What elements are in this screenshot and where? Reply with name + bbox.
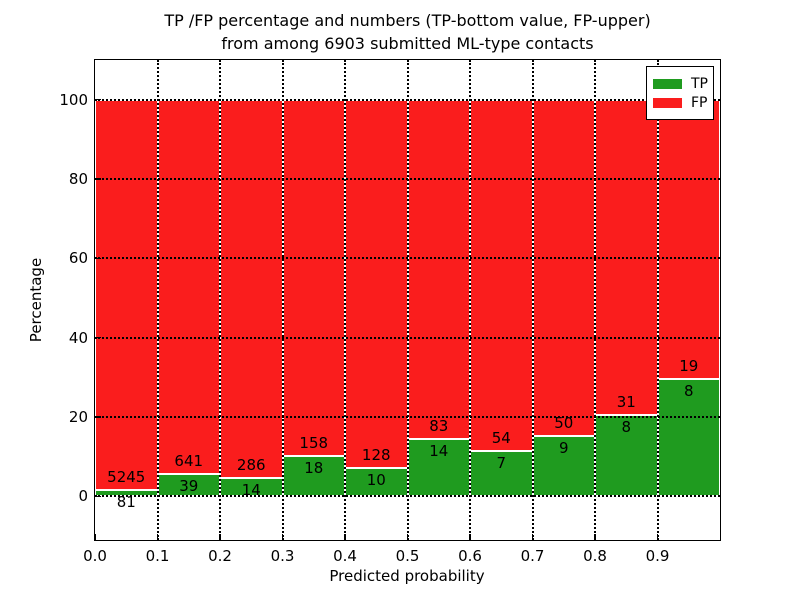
x-tick-label-0: 0.0 bbox=[83, 547, 107, 565]
legend-label-fp: FP bbox=[691, 94, 708, 111]
x-tick-6 bbox=[469, 534, 471, 540]
bar-fp-6 bbox=[470, 99, 533, 451]
bar-label-fp-0: 5245 bbox=[107, 468, 146, 487]
gridline-v-9 bbox=[656, 60, 659, 540]
x-tick-label-7: 0.7 bbox=[520, 547, 545, 565]
gridline-v-3 bbox=[281, 60, 284, 540]
x-tick-4 bbox=[344, 534, 346, 540]
bar-label-fp-1: 641 bbox=[174, 451, 204, 470]
y-tick-label-1: 20 bbox=[68, 408, 88, 427]
x-tick-3 bbox=[281, 534, 284, 540]
bar-label-tp-3: 18 bbox=[304, 458, 324, 477]
legend-item-fp: FP bbox=[653, 94, 708, 111]
bar-label-fp-4: 128 bbox=[361, 445, 391, 464]
y-tick-0 bbox=[95, 495, 101, 498]
bar-label-tp-9: 8 bbox=[683, 381, 694, 400]
bar-label-fp-3: 158 bbox=[299, 433, 329, 452]
legend-swatch-tp bbox=[653, 78, 682, 89]
bar-fp-4 bbox=[345, 99, 408, 468]
gridline-v-1 bbox=[156, 60, 159, 540]
gridline-v-2 bbox=[219, 60, 221, 540]
bar-label-fp-7: 50 bbox=[554, 413, 574, 432]
bar-label-tp-2: 14 bbox=[241, 480, 261, 499]
x-tick-9 bbox=[656, 534, 659, 540]
gridline-v-8 bbox=[594, 60, 596, 540]
legend: TP FP bbox=[646, 66, 714, 120]
bar-fp-5 bbox=[407, 99, 470, 440]
y-tick-5 bbox=[95, 98, 101, 101]
x-tick-label-8: 0.8 bbox=[583, 547, 607, 565]
bar-label-tp-8: 8 bbox=[621, 418, 632, 436]
y-tick-4 bbox=[95, 178, 101, 180]
bar-label-tp-5: 14 bbox=[429, 442, 449, 461]
bar-fp-0 bbox=[95, 99, 158, 491]
legend-item-tp: TP bbox=[653, 75, 708, 92]
chart-title-line1: TP /FP percentage and numbers (TP-bottom… bbox=[164, 11, 651, 30]
bar-label-fp-6: 54 bbox=[491, 428, 511, 447]
x-tick-label-3: 0.3 bbox=[270, 547, 295, 565]
x-tick-label-5: 0.5 bbox=[395, 547, 420, 565]
chart-title: TP /FP percentage and numbers (TP-bottom… bbox=[95, 9, 720, 55]
x-tick-8 bbox=[594, 534, 596, 540]
bar-label-fp-8: 31 bbox=[616, 393, 636, 411]
x-tick-label-2: 0.2 bbox=[208, 547, 232, 565]
x-tick-label-4: 0.4 bbox=[333, 547, 357, 565]
chart-title-line2: from among 6903 submitted ML-type contac… bbox=[221, 34, 594, 53]
bar-label-tp-1: 39 bbox=[179, 476, 199, 495]
y-tick-label-4: 80 bbox=[68, 170, 88, 188]
bar-label-tp-6: 7 bbox=[496, 453, 507, 472]
y-tick-label-3: 60 bbox=[68, 249, 88, 268]
bar-fp-3 bbox=[282, 99, 345, 456]
gridline-v-6 bbox=[469, 60, 471, 540]
y-tick-1 bbox=[95, 416, 101, 418]
x-tick-label-1: 0.1 bbox=[145, 547, 170, 565]
bar-label-fp-5: 83 bbox=[429, 417, 449, 436]
bar-label-tp-0: 81 bbox=[116, 493, 136, 512]
y-tick-label-0: 0 bbox=[78, 487, 88, 506]
bar-label-fp-9: 19 bbox=[679, 356, 699, 375]
x-tick-label-6: 0.6 bbox=[458, 547, 482, 565]
y-tick-label-5: 100 bbox=[59, 90, 88, 109]
x-tick-label-9: 0.9 bbox=[645, 547, 670, 565]
bar-fp-2 bbox=[220, 99, 283, 478]
bar-label-tp-7: 9 bbox=[558, 438, 569, 457]
y-axis-label-wrap: Percentage bbox=[24, 60, 48, 540]
legend-swatch-fp bbox=[653, 97, 682, 108]
legend-label-tp: TP bbox=[691, 75, 708, 92]
y-tick-label-2: 40 bbox=[68, 328, 88, 347]
bar-label-fp-2: 286 bbox=[236, 455, 266, 474]
y-axis-label: Percentage bbox=[27, 257, 46, 343]
bar-tp-9 bbox=[657, 378, 720, 497]
bar-fp-7 bbox=[532, 99, 595, 436]
y-tick-2 bbox=[95, 336, 101, 339]
x-tick-7 bbox=[531, 534, 534, 540]
gridline-v-5 bbox=[406, 60, 409, 540]
x-tick-5 bbox=[406, 534, 409, 540]
gridline-v-4 bbox=[344, 60, 346, 540]
y-tick-3 bbox=[95, 257, 101, 260]
bar-label-tp-4: 10 bbox=[366, 470, 386, 489]
gridline-v-7 bbox=[531, 60, 534, 540]
x-tick-1 bbox=[156, 534, 159, 540]
x-axis-label: Predicted probability bbox=[329, 567, 485, 585]
x-tick-0 bbox=[94, 534, 96, 540]
x-tick-2 bbox=[219, 534, 221, 540]
bar-tp-6 bbox=[470, 450, 533, 497]
